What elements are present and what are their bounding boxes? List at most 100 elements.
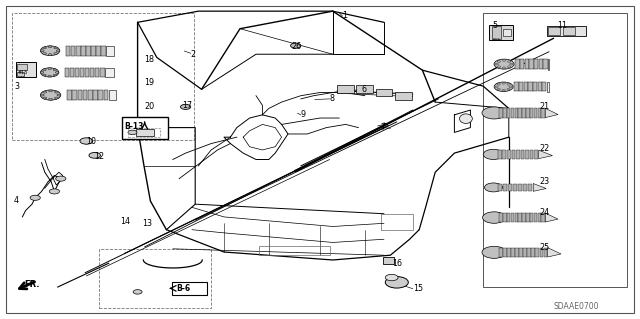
Bar bbox=[541, 213, 545, 222]
Text: 10: 10 bbox=[86, 137, 97, 146]
Bar bbox=[86, 46, 91, 56]
Text: 21: 21 bbox=[540, 102, 550, 111]
Bar bbox=[80, 68, 84, 77]
Bar bbox=[548, 59, 549, 70]
Polygon shape bbox=[545, 108, 558, 118]
Bar bbox=[499, 248, 503, 257]
Circle shape bbox=[508, 61, 511, 63]
Text: 20: 20 bbox=[144, 102, 154, 111]
Text: 13: 13 bbox=[142, 219, 152, 228]
Bar bbox=[541, 108, 545, 118]
Text: 17: 17 bbox=[182, 101, 193, 110]
Circle shape bbox=[48, 75, 51, 77]
Polygon shape bbox=[539, 150, 552, 159]
Bar bbox=[104, 90, 108, 100]
Text: 22: 22 bbox=[540, 144, 550, 153]
Circle shape bbox=[89, 152, 100, 158]
Bar bbox=[528, 183, 532, 191]
Polygon shape bbox=[533, 183, 546, 191]
Circle shape bbox=[494, 59, 514, 69]
Bar bbox=[259, 246, 330, 255]
Text: 8: 8 bbox=[330, 94, 335, 103]
Circle shape bbox=[497, 66, 500, 68]
Bar bbox=[563, 27, 575, 35]
Circle shape bbox=[385, 277, 408, 288]
Bar bbox=[383, 257, 394, 264]
Text: 19: 19 bbox=[144, 78, 154, 87]
Text: #15: #15 bbox=[492, 38, 500, 42]
Text: B-6: B-6 bbox=[177, 284, 191, 293]
Circle shape bbox=[40, 71, 44, 73]
Bar bbox=[529, 82, 532, 91]
Circle shape bbox=[56, 176, 66, 181]
Bar bbox=[511, 150, 515, 159]
Bar bbox=[93, 90, 98, 100]
Bar bbox=[81, 46, 86, 56]
Bar bbox=[522, 213, 526, 222]
Circle shape bbox=[497, 88, 500, 90]
Circle shape bbox=[484, 183, 502, 192]
Bar bbox=[515, 108, 518, 118]
Text: 6: 6 bbox=[362, 85, 367, 94]
Circle shape bbox=[497, 84, 500, 85]
Bar bbox=[507, 108, 511, 118]
Circle shape bbox=[40, 94, 44, 96]
Bar bbox=[489, 25, 513, 40]
Text: 18: 18 bbox=[144, 55, 154, 63]
Circle shape bbox=[180, 104, 191, 109]
Bar bbox=[101, 46, 106, 56]
Bar bbox=[70, 68, 74, 77]
Text: 4: 4 bbox=[14, 197, 19, 205]
Text: 3: 3 bbox=[14, 82, 19, 91]
Circle shape bbox=[30, 195, 40, 200]
Circle shape bbox=[507, 84, 510, 85]
Polygon shape bbox=[545, 213, 558, 222]
Circle shape bbox=[54, 97, 58, 99]
Bar bbox=[518, 213, 522, 222]
Circle shape bbox=[49, 90, 52, 92]
Bar bbox=[518, 183, 522, 191]
Circle shape bbox=[57, 94, 61, 96]
Text: 15: 15 bbox=[413, 284, 423, 293]
Circle shape bbox=[495, 63, 499, 65]
Text: SDAAE0700: SDAAE0700 bbox=[554, 302, 599, 311]
Bar bbox=[530, 213, 534, 222]
Text: 16: 16 bbox=[392, 259, 402, 268]
Circle shape bbox=[56, 50, 60, 52]
Text: 24: 24 bbox=[540, 208, 550, 217]
Text: #15: #15 bbox=[18, 70, 28, 75]
Bar bbox=[16, 62, 36, 77]
Bar bbox=[67, 90, 72, 100]
Bar bbox=[71, 46, 76, 56]
Bar bbox=[520, 248, 523, 257]
Bar bbox=[105, 68, 114, 77]
Circle shape bbox=[497, 61, 500, 63]
Bar bbox=[543, 59, 547, 69]
Circle shape bbox=[483, 149, 504, 160]
Bar bbox=[543, 82, 547, 91]
Bar bbox=[534, 213, 538, 222]
Bar bbox=[538, 82, 542, 91]
Bar bbox=[483, 13, 627, 287]
Circle shape bbox=[48, 46, 52, 48]
Bar bbox=[395, 92, 412, 100]
Bar bbox=[513, 183, 517, 191]
Bar bbox=[515, 213, 518, 222]
Bar bbox=[498, 183, 502, 191]
Bar bbox=[77, 90, 82, 100]
Bar bbox=[540, 248, 543, 257]
Bar bbox=[547, 26, 586, 36]
Bar bbox=[492, 26, 501, 39]
Bar bbox=[90, 68, 95, 77]
Bar bbox=[498, 150, 502, 159]
Bar bbox=[95, 68, 99, 77]
Circle shape bbox=[54, 91, 58, 93]
Circle shape bbox=[54, 53, 58, 55]
Circle shape bbox=[507, 88, 510, 90]
Bar bbox=[75, 68, 79, 77]
Ellipse shape bbox=[460, 114, 472, 123]
Bar bbox=[530, 108, 534, 118]
Bar bbox=[515, 248, 519, 257]
Bar bbox=[502, 150, 506, 159]
Bar bbox=[531, 248, 535, 257]
